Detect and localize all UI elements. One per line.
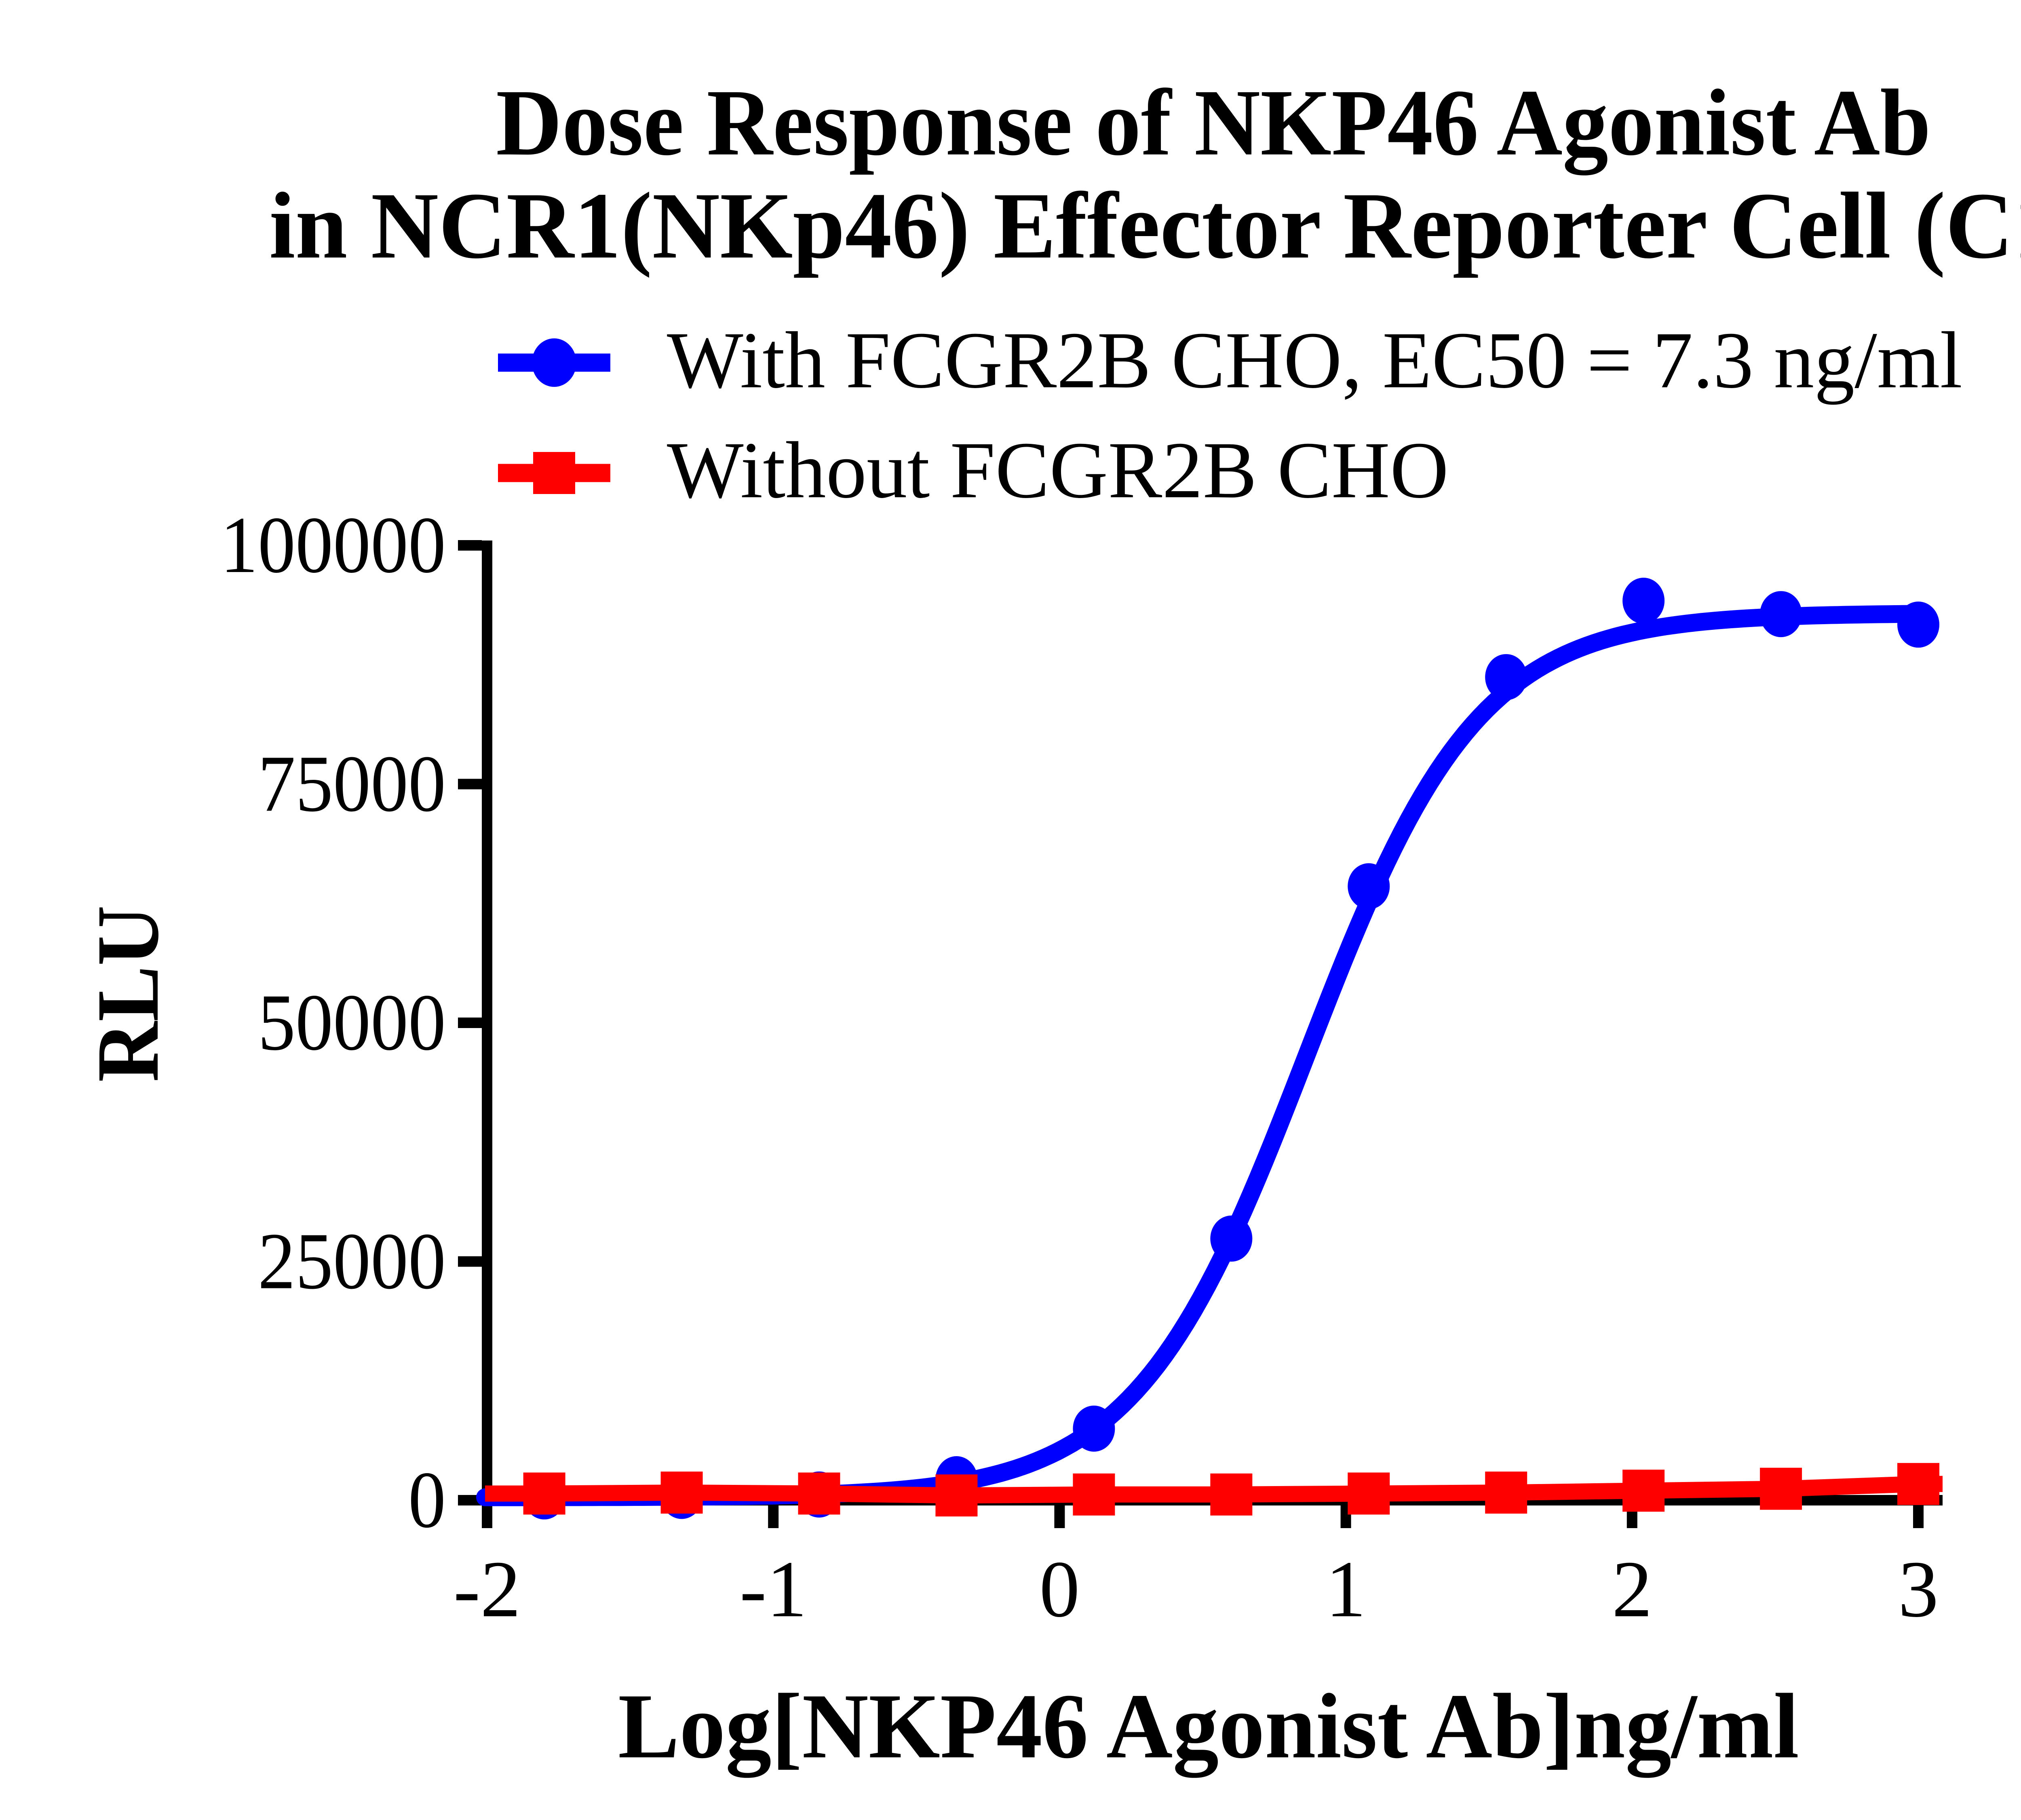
x-tick-label: -2 (454, 1545, 521, 1634)
data-point-circle (1897, 602, 1939, 648)
y-tick-label: 100000 (220, 500, 446, 590)
data-point-square (798, 1472, 840, 1515)
data-point-circle (1622, 577, 1665, 624)
data-point-circle (1348, 863, 1390, 910)
y-tick-label: 0 (408, 1455, 446, 1545)
y-tick-label: 25000 (258, 1217, 446, 1306)
x-tick-label: 1 (1326, 1545, 1366, 1634)
data-point-square (1485, 1472, 1527, 1514)
plot-series (476, 577, 1943, 1520)
data-point-square (1897, 1463, 1939, 1505)
data-point-circle (1073, 1405, 1115, 1452)
x-tick-label: 2 (1612, 1545, 1652, 1634)
data-point-circle (1210, 1215, 1253, 1262)
data-point-square (1348, 1472, 1390, 1515)
data-point-square (660, 1472, 703, 1514)
data-point-square (1760, 1467, 1802, 1510)
axes: 0 25000 50000 75000 100000 -2 -1 0 1 2 3 (220, 500, 1943, 1634)
data-point-square (1622, 1470, 1665, 1512)
data-point-square (1073, 1473, 1115, 1516)
data-point-circle (1760, 591, 1802, 638)
legend-square-marker-icon (533, 452, 575, 494)
data-point-circle (1485, 654, 1527, 700)
x-tick-label: 0 (1039, 1545, 1080, 1634)
x-axis-title: Log[NKP46 Agonist Ab]ng/ml (618, 1674, 1799, 1778)
data-point-square (523, 1472, 565, 1515)
legend-label-without-fcgr2b: Without FCGR2B CHO (667, 426, 1449, 515)
legend: With FCGR2B CHO, EC50 = 7.3 ng/ml Withou… (498, 316, 1962, 515)
y-axis-title: RLU (78, 906, 177, 1082)
chart-title-line1: Dose Response of NKP46 Agonist Ab (496, 70, 1931, 175)
y-tick-label: 75000 (258, 739, 446, 829)
x-tick-label: 3 (1898, 1545, 1939, 1634)
legend-circle-marker-icon (532, 338, 576, 387)
y-tick-label: 50000 (258, 978, 446, 1067)
legend-label-with-fcgr2b: With FCGR2B CHO, EC50 = 7.3 ng/ml (667, 316, 1962, 405)
data-point-square (935, 1474, 978, 1517)
data-point-square (1210, 1473, 1253, 1516)
x-tick-label: -1 (740, 1545, 807, 1634)
chart-title-line2: in NCR1(NKp46) Effector Reporter Cell (C… (269, 173, 2021, 278)
blue-fit-curve (476, 605, 1925, 1506)
